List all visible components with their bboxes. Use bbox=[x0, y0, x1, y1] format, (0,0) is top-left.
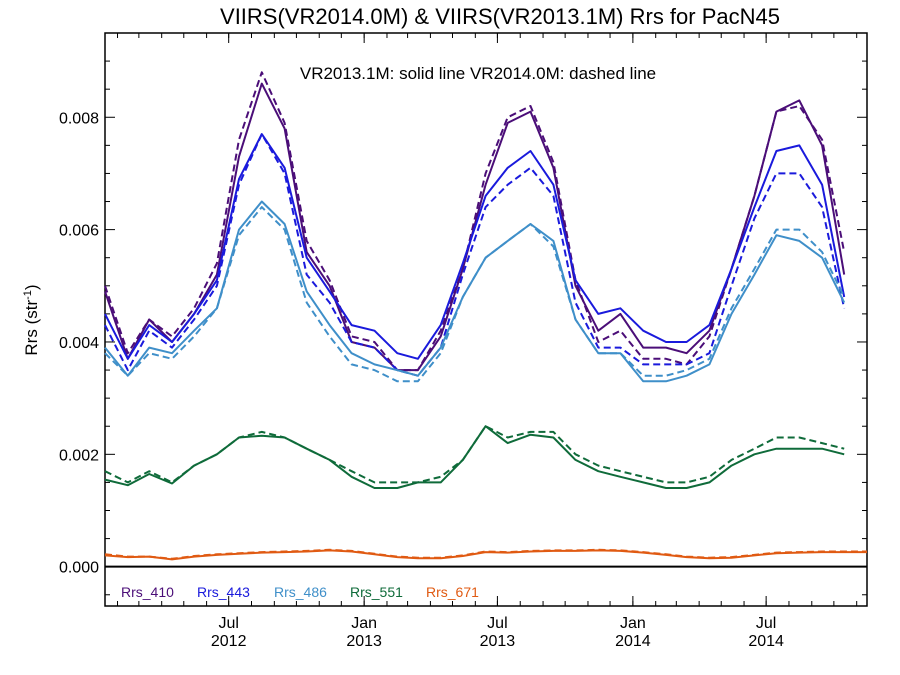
y-tick-label: 0.000 bbox=[59, 560, 99, 577]
y-axis-label-exponent: -1 bbox=[22, 290, 34, 300]
series-line-rrs-551-solid bbox=[104, 425, 845, 489]
legend-item: Rrs_671 bbox=[426, 584, 479, 600]
x-tick-label-month: Jul bbox=[756, 615, 776, 632]
x-tick-label-year: 2013 bbox=[480, 633, 516, 650]
x-tick-label-year: 2012 bbox=[211, 633, 247, 650]
series-line-rrs-443-solid bbox=[104, 133, 846, 360]
legend-item: Rrs_486 bbox=[274, 584, 327, 600]
y-tick-label: 0.006 bbox=[59, 223, 99, 240]
chart-title: VIIRS(VR2014.0M) & VIIRS(VR2013.1M) Rrs … bbox=[220, 4, 780, 29]
y-axis-label-text: Rrs (str bbox=[22, 300, 41, 356]
x-tick-label-month: Jan bbox=[351, 615, 377, 632]
x-tick-label-month: Jul bbox=[218, 615, 238, 632]
axes: 0.0000.0020.0040.0060.008Jul2012Jan2013J… bbox=[59, 32, 868, 650]
series-lines bbox=[104, 71, 867, 561]
legend-item: Rrs_443 bbox=[197, 584, 250, 600]
series-line-rrs-551-dashed bbox=[104, 425, 845, 484]
series-line-rrs-486-dashed bbox=[104, 206, 846, 383]
chart-annotation: VR2013.1M: solid line VR2014.0M: dashed … bbox=[300, 64, 656, 83]
legend-item: Rrs_551 bbox=[350, 584, 403, 600]
legend: Rrs_410 Rrs_443 Rrs_486 Rrs_551 Rrs_671 bbox=[121, 584, 479, 600]
series-line-rrs-410-dashed bbox=[104, 71, 846, 372]
y-tick-label: 0.002 bbox=[59, 447, 99, 464]
y-tick-label: 0.004 bbox=[59, 335, 99, 352]
series-line-rrs-671-dashed bbox=[104, 548, 867, 560]
legend-item: Rrs_410 bbox=[121, 584, 174, 600]
x-tick-label-year: 2014 bbox=[748, 633, 784, 650]
x-tick-label-year: 2013 bbox=[346, 633, 382, 650]
series-line-rrs-443-dashed bbox=[104, 133, 846, 377]
y-tick-label: 0.008 bbox=[59, 110, 99, 127]
x-tick-label-month: Jul bbox=[487, 615, 507, 632]
y-axis-label: Rrs (str-1) bbox=[22, 284, 41, 355]
x-tick-label-month: Jan bbox=[620, 615, 646, 632]
y-axis-label-close: ) bbox=[22, 284, 41, 290]
x-tick-label-year: 2014 bbox=[615, 633, 651, 650]
plot-frame bbox=[104, 32, 868, 607]
